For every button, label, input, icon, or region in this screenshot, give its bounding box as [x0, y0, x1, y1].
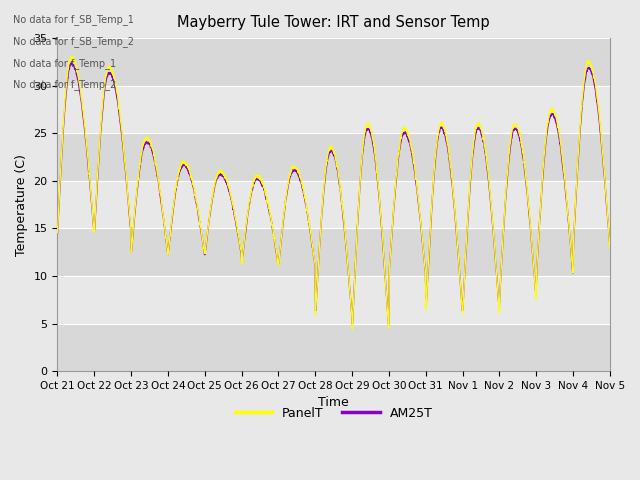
Text: No data for f_SB_Temp_1: No data for f_SB_Temp_1	[13, 14, 134, 25]
X-axis label: Time: Time	[318, 396, 349, 409]
Bar	[58, 228, 610, 276]
Bar	[58, 86, 610, 133]
Bar	[58, 133, 610, 181]
Legend: PanelT, AM25T: PanelT, AM25T	[230, 402, 438, 425]
Title: Mayberry Tule Tower: IRT and Sensor Temp: Mayberry Tule Tower: IRT and Sensor Temp	[177, 15, 490, 30]
Bar	[58, 38, 610, 86]
Bar	[58, 324, 610, 371]
Text: No data for f_Temp_2: No data for f_Temp_2	[13, 79, 116, 90]
Text: No data for f_SB_Temp_2: No data for f_SB_Temp_2	[13, 36, 134, 47]
Bar	[58, 181, 610, 228]
Text: No data for f_Temp_1: No data for f_Temp_1	[13, 58, 116, 69]
Y-axis label: Temperature (C): Temperature (C)	[15, 154, 28, 255]
Bar	[58, 276, 610, 324]
